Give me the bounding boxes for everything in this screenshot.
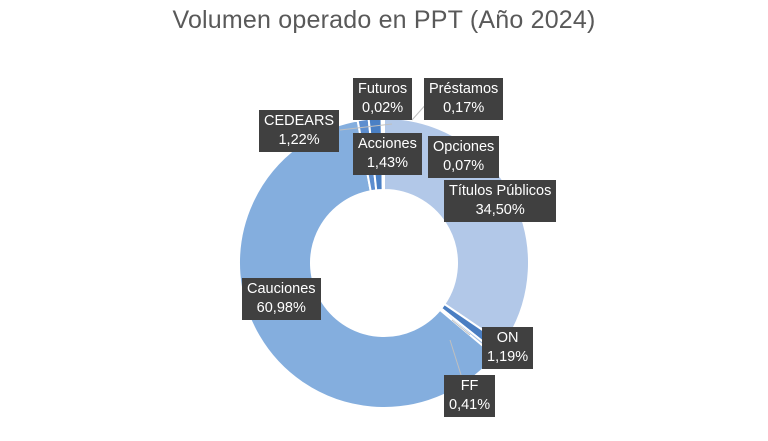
data-label-futuros: Futuros 0,02%	[353, 78, 413, 120]
data-label-cedears: CEDEARS 1,22%	[259, 110, 340, 152]
label-name: CEDEARS	[264, 113, 335, 129]
label-name: ON	[496, 330, 519, 346]
label-name: Futuros	[358, 81, 408, 97]
data-label-on: ON 1,19%	[482, 327, 534, 369]
leader-line	[451, 319, 471, 336]
data-label-titulos-publicos: Títulos Públicos 34,50%	[444, 180, 557, 222]
label-value: 1,43%	[366, 155, 408, 171]
label-name: Cauciones	[247, 281, 316, 297]
data-label-ff: FF 0,41%	[444, 375, 496, 417]
data-label-opciones: Opciones 0,07%	[428, 136, 500, 178]
data-label-prestamos: Préstamos 0,17%	[424, 78, 504, 120]
chart-title: Volumen operado en PPT (Año 2024)	[172, 6, 596, 34]
label-value: 0,07%	[443, 158, 485, 174]
label-name: Títulos Públicos	[449, 183, 552, 199]
label-value: 0,17%	[443, 100, 485, 116]
label-value: 1,19%	[487, 349, 529, 365]
data-label-cauciones: Cauciones 60,98%	[242, 278, 321, 320]
label-name: Opciones	[433, 139, 495, 155]
data-label-acciones: Acciones 1,43%	[353, 133, 422, 175]
label-value: 0,02%	[362, 100, 404, 116]
label-name: FF	[460, 378, 479, 394]
label-name: Préstamos	[429, 81, 499, 97]
label-value: 60,98%	[256, 300, 306, 316]
label-value: 1,22%	[278, 132, 320, 148]
leader-line	[339, 123, 393, 131]
label-value: 34,50%	[475, 202, 525, 218]
leader-line	[449, 339, 463, 379]
label-name: Acciones	[358, 136, 417, 152]
label-value: 0,41%	[449, 397, 491, 413]
